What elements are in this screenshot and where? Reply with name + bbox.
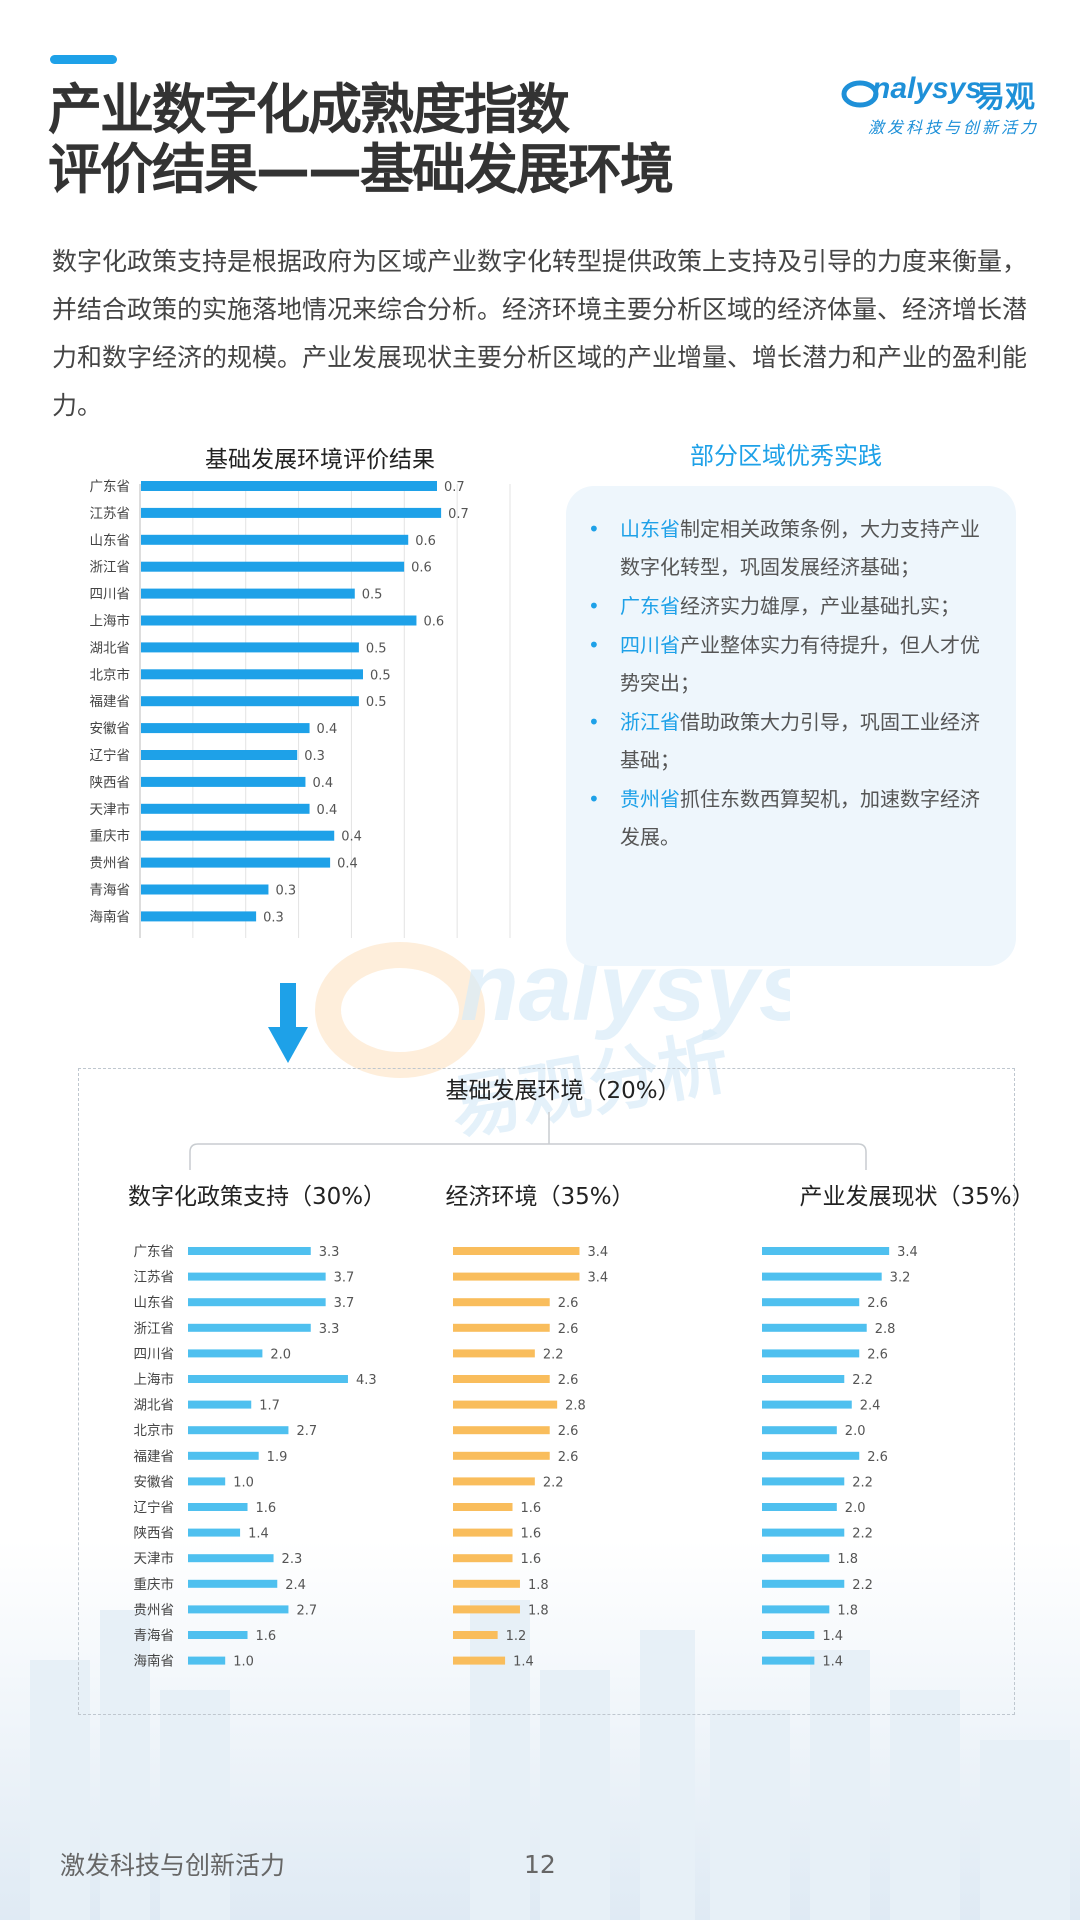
intro-paragraph: 数字化政策支持是根据政府为区域产业数字化转型提供政策上支持及引导的力度来衡量，并…	[52, 247, 1028, 420]
bar	[141, 750, 298, 760]
category-label: 安徽省	[90, 721, 131, 737]
bar	[141, 588, 355, 599]
category-label: 辽宁省	[90, 747, 131, 764]
footer-slogan: 激发科技与创新活力	[60, 1851, 286, 1880]
practice-province: 四川省	[620, 633, 680, 657]
category-label: 四川省	[90, 587, 131, 603]
data-label: 0.5	[366, 641, 387, 656]
practice-text: 制定相关政策条例，大力支持产业数字化转型，巩固发展经济基础；	[620, 517, 980, 579]
data-label: 0.5	[366, 695, 387, 710]
data-label: 0.4	[317, 722, 338, 737]
bullet-dot-icon: •	[588, 633, 600, 657]
bar	[141, 481, 437, 491]
bar	[141, 696, 359, 707]
background-city-illustration	[0, 1540, 1080, 1920]
category-label: 广东省	[90, 479, 131, 495]
category-label: 上海市	[90, 613, 131, 630]
logo-slogan: 激发科技与创新活力	[868, 118, 1040, 137]
category-label: 福建省	[90, 694, 131, 710]
practice-item: • 贵州省抓住东数西算契机，加速数字经济发展。	[588, 780, 998, 856]
category-label: 重庆市	[90, 828, 131, 845]
bar	[141, 803, 310, 814]
bullet-dot-icon: •	[588, 787, 600, 811]
data-label: 0.3	[275, 884, 296, 899]
practice-item: • 广东省经济实力雄厚，产业基础扎实；	[588, 587, 998, 625]
bar	[141, 776, 306, 787]
practice-title: 部分区域优秀实践	[690, 442, 882, 470]
data-label: 0.4	[337, 857, 358, 872]
data-label: 0.5	[362, 588, 383, 603]
category-label: 陕西省	[90, 775, 131, 791]
practice-province: 山东省	[620, 517, 680, 541]
category-label: 浙江省	[90, 560, 131, 576]
practice-list: • 山东省制定相关政策条例，大力支持产业数字化转型，巩固发展经济基础； • 广东省经济…	[588, 510, 998, 857]
practice-text: 抓住东数西算契机，加速数字经济发展。	[620, 787, 980, 849]
data-label: 0.5	[370, 668, 391, 683]
bullet-dot-icon: •	[588, 517, 600, 541]
practice-item: • 四川省产业整体实力有待提升，但人才优势突出；	[588, 626, 998, 702]
data-label: 0.3	[304, 749, 325, 764]
data-label: 0.3	[263, 910, 284, 925]
logo-swoosh-icon	[841, 80, 879, 108]
bullet-dot-icon: •	[588, 710, 600, 734]
category-label: 天津市	[90, 801, 131, 818]
data-label: 0.4	[312, 776, 333, 791]
data-label: 0.7	[448, 507, 469, 522]
category-label: 山东省	[90, 533, 131, 549]
bar	[141, 857, 331, 868]
practice-item: • 山东省制定相关政策条例，大力支持产业数字化转型，巩固发展经济基础；	[588, 510, 998, 586]
practice-province: 浙江省	[620, 710, 680, 734]
category-label: 贵州省	[90, 856, 131, 872]
bullet-dot-icon: •	[588, 594, 600, 618]
page-title-line-2: 评价结果——基础发展环境	[48, 138, 674, 201]
title-accent-bar	[50, 55, 117, 64]
bar	[141, 534, 409, 545]
bar	[141, 911, 257, 922]
page-title-line-1: 产业数字化成熟度指数	[48, 78, 570, 141]
bar	[141, 884, 269, 895]
category-label: 北京市	[90, 666, 131, 683]
bar	[141, 830, 335, 841]
category-label: 湖北省	[90, 640, 131, 656]
practice-text: 产业整体实力有待提升，但人才优势突出；	[620, 633, 980, 695]
data-label: 0.6	[423, 615, 444, 630]
practice-province: 贵州省	[620, 787, 680, 811]
logo-text: nalysys	[872, 72, 983, 105]
chart-title: 基础发展环境评价结果	[205, 447, 435, 473]
page-number: 12	[524, 1850, 556, 1879]
practice-text: 经济实力雄厚，产业基础扎实；	[680, 594, 960, 618]
bar	[141, 561, 405, 572]
practice-item: • 浙江省借助政策大力引导，巩固工业经济基础；	[588, 703, 998, 779]
bar	[141, 669, 363, 680]
data-label: 0.6	[411, 561, 432, 576]
arrow-down-icon	[268, 983, 308, 1063]
breakdown-panel	[78, 1068, 1015, 1715]
data-label: 0.4	[317, 803, 338, 818]
bar	[141, 507, 442, 518]
bar	[141, 642, 359, 653]
practice-text: 借助政策大力引导，巩固工业经济基础；	[620, 710, 980, 772]
practice-province: 广东省	[620, 594, 680, 618]
bar	[141, 723, 310, 734]
bar	[141, 615, 417, 626]
data-label: 0.7	[444, 480, 465, 495]
category-label: 青海省	[90, 883, 131, 899]
brand-logo: nalysys 易观 激发科技与创新活力	[840, 72, 1055, 142]
category-label: 海南省	[90, 909, 131, 925]
data-label: 0.6	[415, 534, 436, 549]
data-label: 0.4	[341, 830, 362, 845]
practice-panel: • 山东省制定相关政策条例，大力支持产业数字化转型，巩固发展经济基础； • 广东省经济…	[566, 486, 1016, 966]
category-label: 江苏省	[90, 506, 131, 522]
logo-chinese: 易观	[975, 80, 1035, 115]
